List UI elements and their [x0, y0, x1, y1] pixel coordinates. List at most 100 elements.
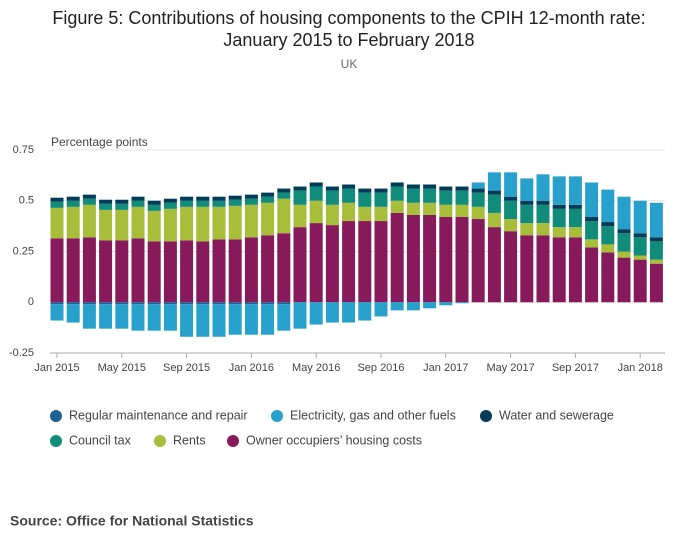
legend-marker: [480, 410, 492, 422]
bar-segment: [277, 302, 291, 305]
bar-segment: [99, 302, 113, 305]
bar-segment: [196, 206, 210, 242]
bar-segment: [406, 184, 420, 189]
bar-segment: [358, 188, 372, 193]
bar-segment: [131, 200, 145, 207]
bar-segment: [601, 189, 615, 223]
bar-segment: [568, 208, 582, 228]
bar-segment: [342, 302, 356, 323]
bar-segment: [66, 206, 80, 239]
bar-segment: [115, 304, 129, 329]
legend-label: Owner occupiers’ housing costs: [246, 433, 422, 447]
bar-segment: [115, 203, 129, 210]
bar-segment: [261, 302, 275, 305]
bar-segment: [520, 235, 534, 303]
bar-segment: [536, 204, 550, 224]
bar-segment: [617, 251, 631, 258]
bar-segment: [212, 239, 226, 303]
bar-segment: [163, 304, 177, 331]
bar-segment: [325, 225, 339, 303]
bar-segment: [228, 195, 242, 200]
legend-label: Rents: [173, 433, 206, 447]
bar-segment: [536, 174, 550, 201]
bar-segment: [147, 210, 161, 242]
bar-segment: [115, 199, 129, 204]
bar-segment: [358, 221, 372, 303]
bar-segment: [147, 200, 161, 205]
bar-segment: [504, 231, 518, 303]
bar-segment: [423, 188, 437, 203]
bar-segment: [439, 302, 453, 306]
bar-segment: [325, 190, 339, 205]
bar-segment: [244, 237, 258, 303]
bar-segment: [601, 244, 615, 253]
x-tick-label: May 2017: [486, 362, 534, 374]
bar-segment: [487, 194, 501, 213]
bar-segment: [471, 182, 485, 189]
bar-segment: [358, 192, 372, 207]
bar-segment: [50, 201, 64, 208]
bar-segment: [358, 302, 372, 321]
bar-segment: [617, 257, 631, 303]
bar-segment: [180, 240, 194, 303]
bar-segment: [196, 241, 210, 303]
y-tick-label: 0.75: [13, 144, 34, 156]
bar-segment: [309, 186, 323, 201]
bar-segment: [552, 208, 566, 228]
bar-segment: [261, 304, 275, 335]
bar-segment: [633, 259, 647, 303]
legend-marker: [271, 410, 283, 422]
legend-label: Electricity, gas and other fuels: [290, 408, 456, 422]
bar-segment: [99, 203, 113, 210]
chart-title: January 2015 to February 2018: [223, 30, 474, 50]
bar-segment: [115, 209, 129, 241]
bar-segment: [131, 196, 145, 201]
bar-segment: [196, 304, 210, 337]
chart-title: Figure 5: Contributions of housing compo…: [52, 8, 645, 28]
bar-segment: [520, 204, 534, 224]
bar-segment: [406, 214, 420, 303]
bar-segment: [520, 178, 534, 201]
legend-label: Water and sewerage: [499, 408, 614, 422]
bar-segment: [552, 176, 566, 205]
bar-segment: [147, 241, 161, 303]
bar-segment: [212, 196, 226, 201]
bar-segment: [390, 200, 404, 213]
bar-segment: [293, 204, 307, 228]
bar-segment: [293, 227, 307, 303]
legend-marker: [50, 435, 62, 447]
bar-segment: [261, 196, 275, 203]
bar-segment: [163, 202, 177, 209]
bar-segment: [471, 188, 485, 193]
y-axis-label: Percentage points: [51, 135, 148, 149]
x-tick-label: Jan 2017: [423, 362, 468, 374]
bar-segment: [147, 304, 161, 331]
bar-segment: [131, 238, 145, 303]
bar-segment: [163, 302, 177, 305]
bar-segment: [406, 302, 420, 311]
bar-segment: [244, 204, 258, 238]
bar-segment: [228, 302, 242, 305]
bar-segment: [487, 190, 501, 195]
bar-segment: [82, 204, 96, 238]
bar-segment: [568, 204, 582, 209]
bar-segment: [439, 216, 453, 303]
bar-segment: [568, 176, 582, 205]
bar-segment: [342, 184, 356, 189]
legend-marker: [154, 435, 166, 447]
y-tick-label: 0.25: [13, 245, 34, 257]
legend-marker: [50, 410, 62, 422]
bar-segment: [585, 247, 599, 303]
bar-segment: [617, 233, 631, 252]
bar-segment: [471, 219, 485, 303]
bar-segment: [293, 190, 307, 205]
bar-segment: [552, 237, 566, 303]
bar-segment: [82, 237, 96, 303]
bar-segment: [277, 192, 291, 199]
bar-segment: [423, 184, 437, 189]
bar-segment: [277, 198, 291, 234]
bar-segment: [633, 233, 647, 238]
x-tick-label: Sep 2017: [552, 362, 599, 374]
bar-segment: [99, 304, 113, 329]
bar-segment: [633, 237, 647, 256]
